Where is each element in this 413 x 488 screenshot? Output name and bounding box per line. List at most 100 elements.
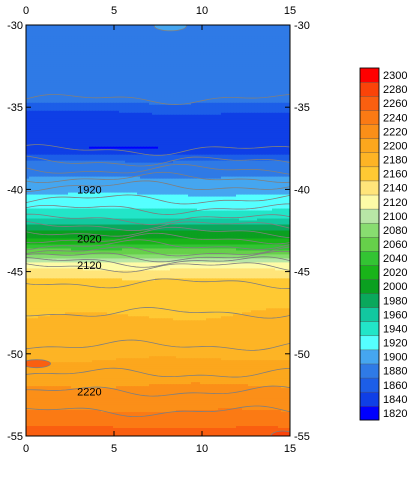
contour-cell xyxy=(215,27,219,30)
contour-cell xyxy=(257,30,261,34)
contour-cell xyxy=(284,58,288,62)
contour-cell xyxy=(140,30,144,34)
contour-cell xyxy=(287,62,290,66)
contour-cell xyxy=(29,48,33,52)
contour-cell xyxy=(143,50,147,54)
contour-cell xyxy=(242,50,246,54)
contour-cell xyxy=(242,48,246,52)
contour-cell xyxy=(188,40,192,44)
contour-cell xyxy=(173,36,177,40)
contour-cell xyxy=(176,34,180,38)
contour-cell xyxy=(44,25,48,28)
contour-cell xyxy=(41,38,45,42)
contour-cell xyxy=(29,32,33,36)
contour-cell xyxy=(59,27,63,30)
contour-cell xyxy=(89,64,93,68)
contour-cell xyxy=(62,56,66,60)
contour-cell xyxy=(128,56,132,60)
contour-cell xyxy=(113,28,117,32)
contour-cell xyxy=(113,50,117,54)
contour-cell xyxy=(113,46,117,50)
contour-cell xyxy=(125,58,129,62)
contour-cell xyxy=(50,54,54,58)
contour-cell xyxy=(149,30,153,34)
contour-cell xyxy=(92,28,96,32)
contour-cell xyxy=(194,56,198,60)
contour-cell xyxy=(173,56,177,60)
contour-cell xyxy=(65,60,69,64)
contour-cell xyxy=(140,40,144,44)
contour-cell xyxy=(140,50,144,54)
contour-cell xyxy=(101,25,105,28)
contour-cell xyxy=(203,52,207,56)
contour-cell xyxy=(239,52,243,56)
contour-cell xyxy=(194,46,198,50)
contour-cell xyxy=(92,40,96,44)
contour-cell xyxy=(86,40,90,44)
contour-cell xyxy=(179,54,183,58)
contour-cell xyxy=(215,28,219,32)
contour-cell xyxy=(56,34,60,38)
contour-cell xyxy=(257,52,261,56)
contour-cell xyxy=(80,27,84,30)
contour-cell xyxy=(218,62,222,66)
contour-cell xyxy=(284,27,288,30)
contour-cell xyxy=(104,56,108,60)
contour-cell xyxy=(239,62,243,66)
contour-cell xyxy=(254,58,258,62)
contour-cell xyxy=(80,36,84,40)
contour-cell xyxy=(86,34,90,38)
contour-cell xyxy=(281,50,285,54)
contour-cell xyxy=(278,56,282,60)
contour-cell xyxy=(77,38,81,42)
contour-cell xyxy=(248,62,252,66)
contour-cell xyxy=(188,38,192,42)
contour-cell xyxy=(152,25,156,28)
contour-cell xyxy=(65,36,69,40)
contour-cell xyxy=(221,34,225,38)
contour-cell xyxy=(59,30,63,34)
contour-cell xyxy=(248,36,252,40)
contour-cell xyxy=(173,62,177,66)
contour-cell xyxy=(134,62,138,66)
contour-cell xyxy=(236,56,240,60)
contour-cell xyxy=(110,36,114,40)
contour-cell xyxy=(224,38,228,42)
contour-cell xyxy=(53,36,57,40)
contour-cell xyxy=(116,38,120,42)
contour-cell xyxy=(158,36,162,40)
contour-cell xyxy=(116,58,120,62)
contour-cell xyxy=(113,48,117,52)
contour-cell xyxy=(92,38,96,42)
contour-cell xyxy=(95,54,99,58)
contour-cell xyxy=(263,30,267,34)
contour-cell xyxy=(236,54,240,58)
contour-cell xyxy=(47,36,51,40)
contour-cell xyxy=(164,44,168,48)
contour-cell xyxy=(245,60,249,64)
contour-cell xyxy=(32,25,36,28)
contour-cell xyxy=(176,50,180,54)
contour-cell xyxy=(32,38,36,42)
contour-cell xyxy=(221,28,225,32)
contour-cell xyxy=(125,36,129,40)
contour-cell xyxy=(167,52,171,56)
contour-cell xyxy=(236,28,240,32)
contour-cell xyxy=(155,36,159,40)
contour-cell xyxy=(287,52,290,56)
contour-cell xyxy=(152,32,156,36)
contour-cell xyxy=(236,34,240,38)
contour-cell xyxy=(101,34,105,38)
contour-cell xyxy=(29,50,33,54)
contour-cell xyxy=(32,60,36,64)
contour-cell xyxy=(155,48,159,52)
contour-cell xyxy=(242,42,246,46)
contour-cell xyxy=(230,40,234,44)
contour-cell xyxy=(236,42,240,46)
contour-cell xyxy=(221,56,225,60)
contour-cell xyxy=(248,27,252,30)
contour-cell xyxy=(257,28,261,32)
contour-cell xyxy=(122,54,126,58)
contour-cell xyxy=(146,50,150,54)
contour-cell xyxy=(50,64,54,68)
